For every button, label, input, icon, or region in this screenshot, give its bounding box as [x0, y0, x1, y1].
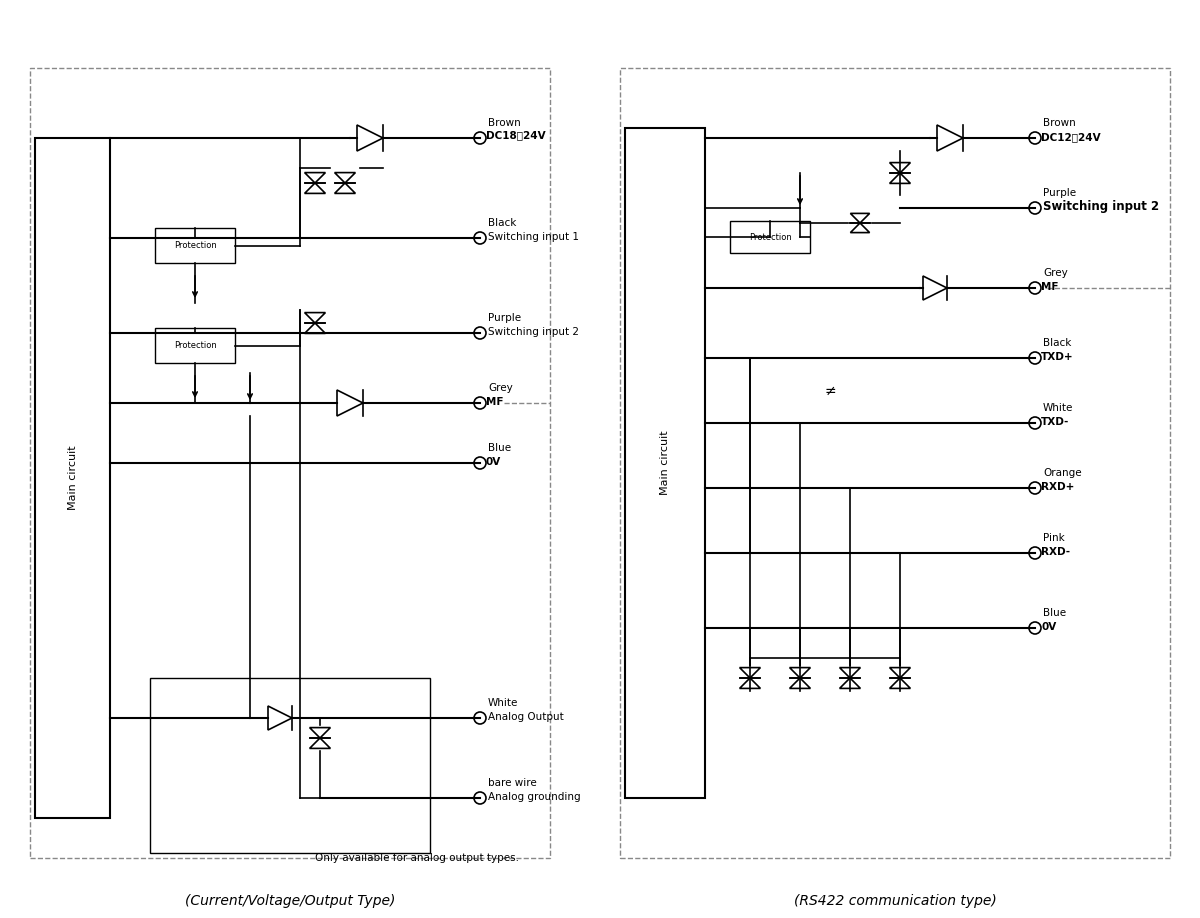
Text: Grey: Grey: [488, 383, 512, 393]
Text: Blue: Blue: [1043, 608, 1066, 618]
Polygon shape: [335, 173, 355, 183]
Text: Switching input 1: Switching input 1: [488, 232, 580, 242]
Text: 0V: 0V: [1042, 622, 1056, 632]
Polygon shape: [337, 390, 364, 416]
Text: Switching input 2: Switching input 2: [1043, 200, 1159, 213]
Polygon shape: [305, 173, 325, 183]
Polygon shape: [840, 678, 860, 688]
Polygon shape: [305, 313, 325, 323]
Polygon shape: [335, 183, 355, 194]
Polygon shape: [923, 276, 947, 300]
Polygon shape: [310, 738, 330, 748]
Polygon shape: [305, 183, 325, 194]
Polygon shape: [889, 173, 911, 184]
Polygon shape: [937, 125, 964, 151]
Polygon shape: [310, 728, 330, 738]
Text: Switching input 2: Switching input 2: [488, 327, 580, 337]
Text: Brown: Brown: [1043, 118, 1075, 128]
Bar: [35, 138, 110, 818]
Text: Only available for analog output types.: Only available for analog output types.: [316, 853, 520, 863]
Polygon shape: [739, 678, 761, 688]
Polygon shape: [358, 125, 383, 151]
Bar: [30, 68, 550, 858]
Polygon shape: [851, 213, 870, 223]
Polygon shape: [851, 223, 870, 232]
Text: Analog grounding: Analog grounding: [488, 792, 581, 802]
Text: (RS422 communication type): (RS422 communication type): [793, 894, 996, 908]
Text: Analog Output: Analog Output: [488, 712, 564, 722]
Polygon shape: [889, 667, 911, 678]
Bar: [620, 68, 1170, 858]
Text: Black: Black: [1043, 338, 1072, 348]
Text: Protection: Protection: [749, 232, 791, 241]
Text: TXD+: TXD+: [1042, 352, 1074, 362]
Bar: [155, 228, 235, 263]
Text: (Current/Voltage/Output Type): (Current/Voltage/Output Type): [185, 894, 395, 908]
Text: Black: Black: [488, 218, 516, 228]
Polygon shape: [739, 667, 761, 678]
Bar: [730, 221, 810, 253]
Polygon shape: [790, 678, 810, 688]
Text: Main circuit: Main circuit: [660, 431, 670, 496]
Text: RXD+: RXD+: [1042, 482, 1074, 492]
Text: bare wire: bare wire: [488, 778, 536, 788]
Text: DC12～24V: DC12～24V: [1042, 132, 1100, 142]
Bar: [155, 328, 235, 363]
Text: MF: MF: [1042, 282, 1058, 292]
Text: Grey: Grey: [1043, 268, 1068, 278]
Text: DC18～24V: DC18～24V: [486, 130, 546, 140]
Text: Pink: Pink: [1043, 533, 1064, 543]
Text: RXD-: RXD-: [1042, 547, 1070, 557]
Text: ≠: ≠: [824, 384, 836, 397]
Text: Purple: Purple: [1043, 188, 1076, 198]
Polygon shape: [889, 678, 911, 688]
Text: White: White: [1043, 403, 1073, 413]
Text: Orange: Orange: [1043, 468, 1081, 478]
Polygon shape: [268, 706, 292, 730]
Text: Protection: Protection: [174, 241, 216, 250]
Polygon shape: [305, 323, 325, 333]
Bar: [150, 678, 430, 853]
Text: 0V: 0V: [486, 457, 502, 467]
Text: Brown: Brown: [488, 118, 521, 128]
Polygon shape: [840, 667, 860, 678]
Text: MF: MF: [486, 397, 504, 407]
Polygon shape: [889, 162, 911, 173]
Bar: [625, 128, 706, 798]
Polygon shape: [790, 667, 810, 678]
Text: Blue: Blue: [488, 443, 511, 453]
Text: Protection: Protection: [174, 341, 216, 350]
Text: TXD-: TXD-: [1042, 417, 1069, 427]
Text: Main circuit: Main circuit: [67, 445, 78, 510]
Text: Purple: Purple: [488, 313, 521, 323]
Text: White: White: [488, 698, 518, 708]
